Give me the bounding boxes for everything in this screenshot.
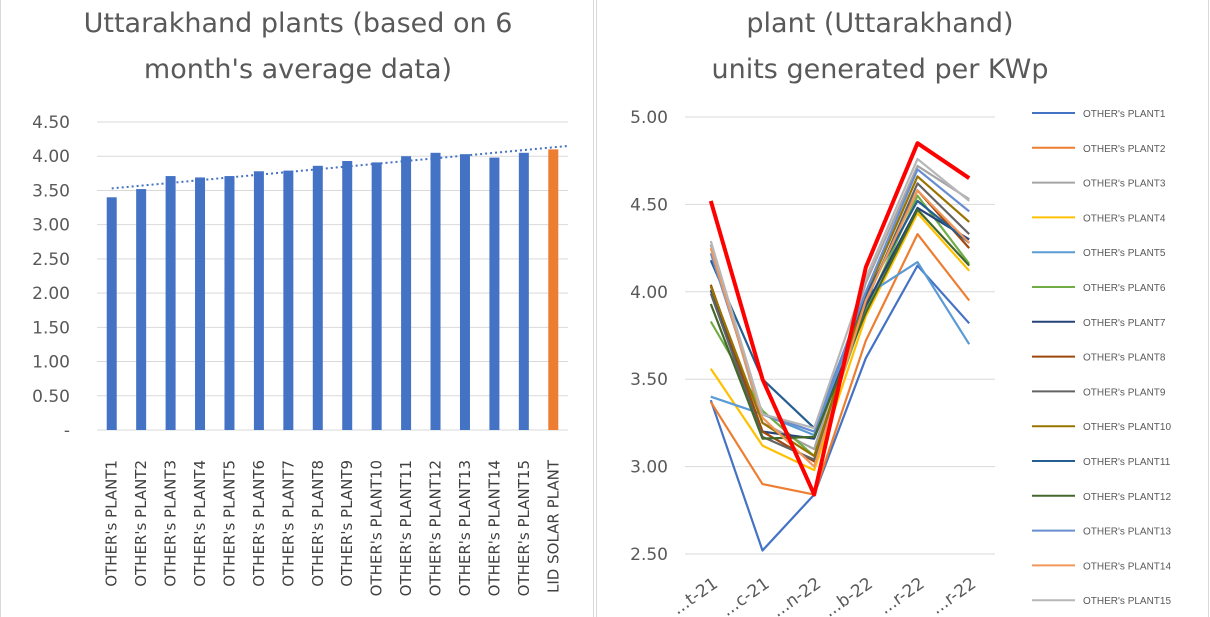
bar-category-label: LID SOLAR PLANT <box>544 459 562 593</box>
legend-label: OTHER's PLANT8 <box>1083 353 1166 364</box>
line-y-tick-label: 2.50 <box>630 545 668 565</box>
bar-category-label: OTHER's PLANT10 <box>368 460 386 596</box>
bar-category-label: OTHER's PLANT7 <box>279 460 297 587</box>
bar-3 <box>165 176 176 430</box>
bar-category-label: OTHER's PLANT3 <box>162 460 180 587</box>
bar-trendline <box>111 144 569 190</box>
line-chart-title-line-2: units generated per KWp <box>711 54 1048 85</box>
line-series-other-s-plant15 <box>709 157 970 430</box>
bar-category-label: OTHER's PLANT11 <box>397 460 415 596</box>
legend-label: OTHER's PLANT3 <box>1083 179 1166 190</box>
legend-label: OTHER's PLANT6 <box>1083 283 1166 294</box>
line-y-tick-label: 4.50 <box>630 195 668 215</box>
line-y-tick-label: 4.00 <box>630 283 668 303</box>
bar-7 <box>283 170 294 430</box>
bar-y-tick-label: 4.00 <box>32 147 70 167</box>
bar-5 <box>224 176 235 430</box>
bar-11 <box>401 156 412 430</box>
bar-category-label: OTHER's PLANT1 <box>103 460 121 587</box>
legend-label: OTHER's PLANT9 <box>1083 387 1166 398</box>
line-y-tick-label: 5.00 <box>630 108 668 128</box>
right-chart-border <box>596 0 1209 617</box>
bar-category-label: OTHER's PLANT9 <box>338 460 356 587</box>
bar-13 <box>459 154 470 430</box>
bar-y-tick-label: 4.50 <box>32 113 70 133</box>
bar-chart-y-ticks: - 0.50 1.00 1.50 2.00 2.50 3.00 3.50 4.00 4.50 <box>32 113 70 441</box>
bar-category-label: OTHER's PLANT2 <box>132 460 150 587</box>
bar-y-tick-label: 2.00 <box>32 284 70 304</box>
bar-y-tick-label: 1.50 <box>32 318 70 338</box>
line-y-tick-label: 3.00 <box>630 458 668 478</box>
bar-9 <box>342 161 353 430</box>
bar-4 <box>195 177 206 430</box>
legend-label: OTHER's PLANT12 <box>1083 492 1171 503</box>
bar-12 <box>430 152 441 431</box>
line-chart-y-ticks: 2.50 3.00 3.50 4.00 4.50 5.00 <box>630 108 668 565</box>
legend-label: OTHER's PLANT11 <box>1083 457 1171 468</box>
legend-label: OTHER's PLANT1 <box>1083 109 1166 120</box>
line-chart-legend: OTHER's PLANT1 OTHER's PLANT2 OTHER's PLAN… <box>1032 109 1171 607</box>
bar-1 <box>106 197 117 430</box>
bar-14 <box>489 157 500 430</box>
bar-chart-category-labels: OTHER's PLANT1 OTHER's PLANT2 OTHER's PLAN… <box>103 459 563 596</box>
bar-chart-trendline <box>111 144 569 190</box>
bar-y-tick-label: 3.00 <box>32 216 70 236</box>
legend-label: OTHER's PLANT4 <box>1083 213 1166 224</box>
bar-chart-bars <box>106 149 559 431</box>
bar-y-tick-label: 3.50 <box>32 181 70 201</box>
bar-10 <box>371 162 382 431</box>
legend-label: OTHER's PLANT2 <box>1083 144 1166 155</box>
line-chart-series <box>708 141 971 552</box>
legend-label: OTHER's PLANT7 <box>1083 318 1166 329</box>
line-series-16 <box>708 141 971 497</box>
legend-label: OTHER's PLANT13 <box>1083 527 1171 538</box>
bar-category-label: OTHER's PLANT14 <box>485 460 503 596</box>
line-series-other-s-plant4 <box>709 212 971 472</box>
bar-y-tick-label: 1.00 <box>32 353 70 373</box>
bar-y-tick-label: 2.50 <box>32 250 70 270</box>
line-y-tick-label: 3.50 <box>630 370 668 390</box>
bar-8 <box>312 165 323 430</box>
bar-category-label: OTHER's PLANT6 <box>250 460 268 587</box>
bar-category-label: OTHER's PLANT12 <box>427 460 445 596</box>
legend-label: OTHER's PLANT5 <box>1083 248 1166 259</box>
bar-category-label: OTHER's PLANT8 <box>309 460 327 587</box>
line-chart-title-line-1: plant (Uttarakhand) <box>746 8 1013 39</box>
legend-label: OTHER's PLANT10 <box>1083 422 1171 433</box>
bar-6 <box>253 171 264 430</box>
legend-label: OTHER's PLANT15 <box>1083 596 1171 607</box>
bar-category-label: OTHER's PLANT15 <box>515 460 533 596</box>
bar-chart-title-line-1: Uttarakhand plants (based on 6 <box>84 8 513 39</box>
bar-chart-title-line-2: month's average data) <box>144 54 452 85</box>
bar-y-tick-label: - <box>64 421 70 441</box>
bar-16 <box>548 149 559 430</box>
bar-y-tick-label: 0.50 <box>32 387 70 407</box>
bar-15 <box>518 152 529 431</box>
bar-category-label: OTHER's PLANT4 <box>191 460 209 587</box>
bar-category-label: OTHER's PLANT13 <box>456 460 474 596</box>
bar-2 <box>136 189 147 430</box>
legend-label: OTHER's PLANT14 <box>1083 561 1171 572</box>
line-series-other-s-plant2 <box>709 233 971 496</box>
bar-category-label: OTHER's PLANT5 <box>220 460 238 587</box>
